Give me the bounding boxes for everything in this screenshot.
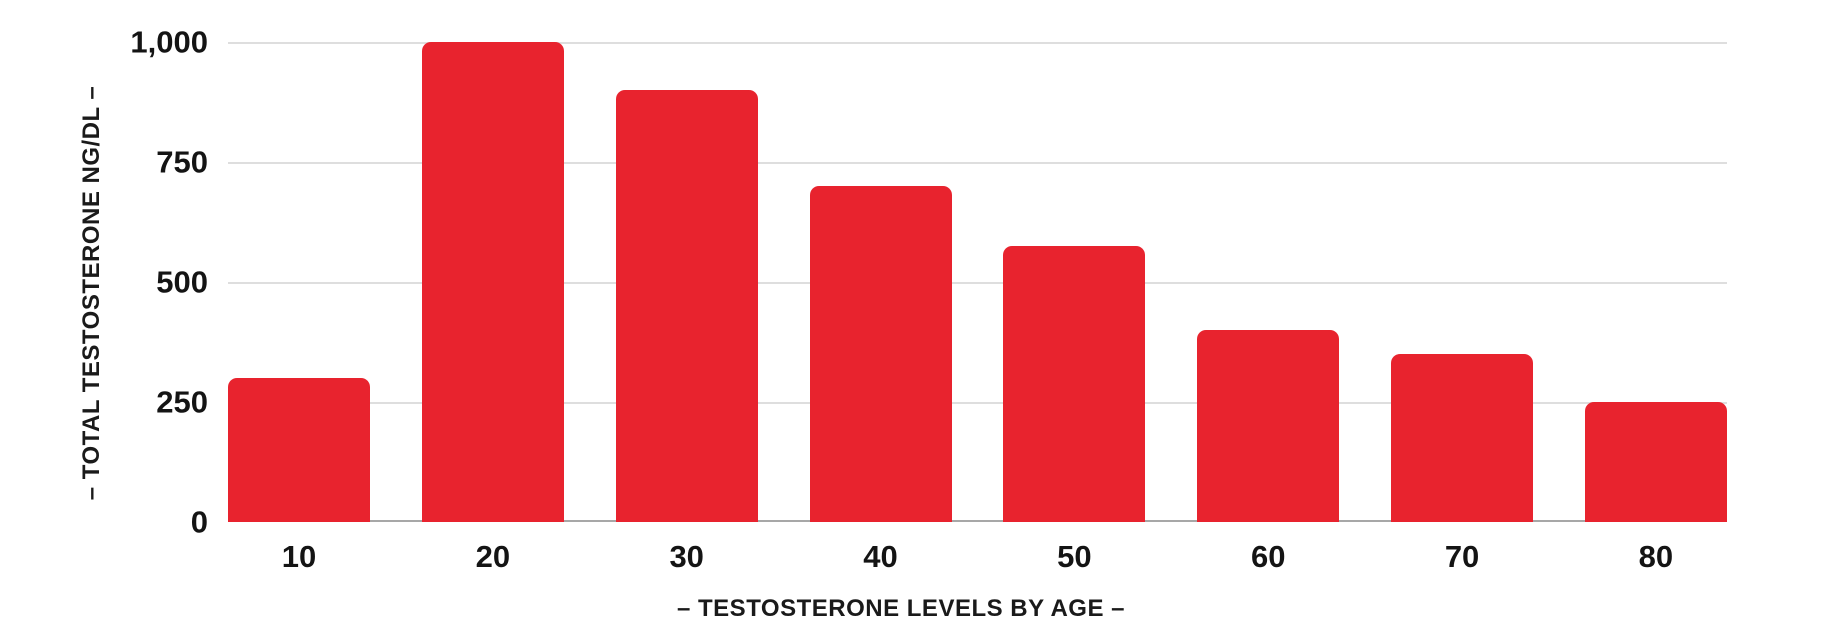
gridline-1000	[228, 42, 1727, 44]
plot-area	[228, 42, 1727, 522]
bar-age-30	[615, 90, 758, 522]
x-axis-title: – TESTOSTERONE LEVELS BY AGE –	[677, 595, 1125, 622]
x-tick-label-60: 60	[1250, 539, 1286, 574]
gridline-750	[228, 162, 1727, 164]
bar-age-40	[809, 186, 952, 522]
x-tick-label-20: 20	[475, 539, 511, 574]
gridline-500	[228, 282, 1727, 284]
y-tick-label-750: 750	[156, 144, 208, 180]
bar-age-60	[1197, 330, 1340, 522]
x-axis-line	[228, 520, 1727, 522]
bar-age-80	[1584, 402, 1727, 522]
y-tick-label-0: 0	[190, 504, 208, 540]
x-tick-label-80: 80	[1638, 539, 1674, 574]
y-tick-label-250: 250	[156, 384, 208, 420]
gridline-250	[228, 402, 1727, 404]
y-tick-label-500: 500	[156, 264, 208, 300]
x-axis-labels: 10 20 30 40 50 60 70 80	[228, 541, 1727, 572]
bar-age-20	[421, 42, 564, 522]
bars	[228, 42, 1727, 522]
x-tick-label-40: 40	[863, 539, 898, 574]
bar-age-10	[228, 378, 370, 522]
y-tick-label-1000: 1,000	[130, 24, 208, 60]
x-tick-label-50: 50	[1057, 539, 1092, 574]
bar-age-70	[1391, 354, 1534, 522]
x-tick-label-30: 30	[669, 539, 704, 574]
bar-age-50	[1003, 246, 1146, 522]
y-axis-labels: 0 250 500 750 1,000	[0, 27, 208, 538]
x-tick-label-10: 10	[281, 539, 317, 574]
x-tick-label-70: 70	[1444, 539, 1480, 574]
